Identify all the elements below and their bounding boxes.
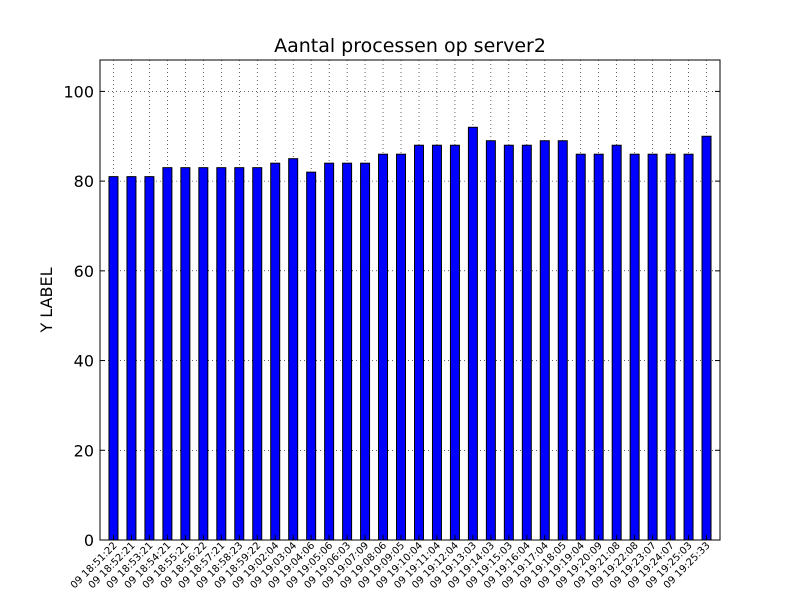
bar	[126, 176, 137, 541]
y-tick-label: 20	[74, 441, 94, 460]
y-tick-label: 40	[74, 352, 94, 371]
bars	[108, 126, 712, 541]
y-axis-ticks: 0 20 40 60 80 100	[63, 82, 720, 550]
bar	[449, 144, 460, 541]
bar	[503, 144, 514, 541]
bar	[539, 140, 550, 541]
bar	[180, 167, 191, 541]
bar	[162, 167, 173, 541]
bar	[467, 126, 478, 541]
plot-frame	[99, 59, 721, 541]
bar	[611, 144, 622, 541]
bar	[485, 140, 496, 541]
bar	[413, 144, 424, 541]
bar	[521, 144, 532, 541]
bar	[629, 153, 640, 541]
y-axis-label: Y LABEL	[37, 267, 56, 333]
bar	[198, 167, 209, 541]
y-tick-label: 0	[84, 531, 94, 550]
bar	[342, 162, 353, 541]
y-tick-label: 80	[74, 172, 94, 191]
bar	[216, 167, 227, 541]
bar	[593, 153, 604, 541]
plot-area	[100, 60, 720, 540]
bar	[306, 171, 317, 541]
bar	[701, 135, 712, 541]
y-tick-label: 60	[74, 262, 94, 281]
bar	[396, 153, 407, 541]
bar	[575, 153, 586, 541]
bar	[360, 162, 371, 541]
bar	[252, 167, 263, 541]
bar	[647, 153, 658, 541]
bar	[431, 144, 442, 541]
bar	[665, 153, 676, 541]
bar	[234, 167, 245, 541]
bar	[144, 176, 155, 541]
bar	[324, 162, 335, 541]
chart-title: Aantal processen op server2	[274, 35, 546, 57]
bar	[270, 162, 281, 541]
y-tick-label: 100	[63, 82, 94, 101]
bar	[557, 140, 568, 541]
bar	[378, 153, 389, 541]
bar	[288, 158, 299, 541]
bar	[683, 153, 694, 541]
bar	[108, 176, 119, 541]
